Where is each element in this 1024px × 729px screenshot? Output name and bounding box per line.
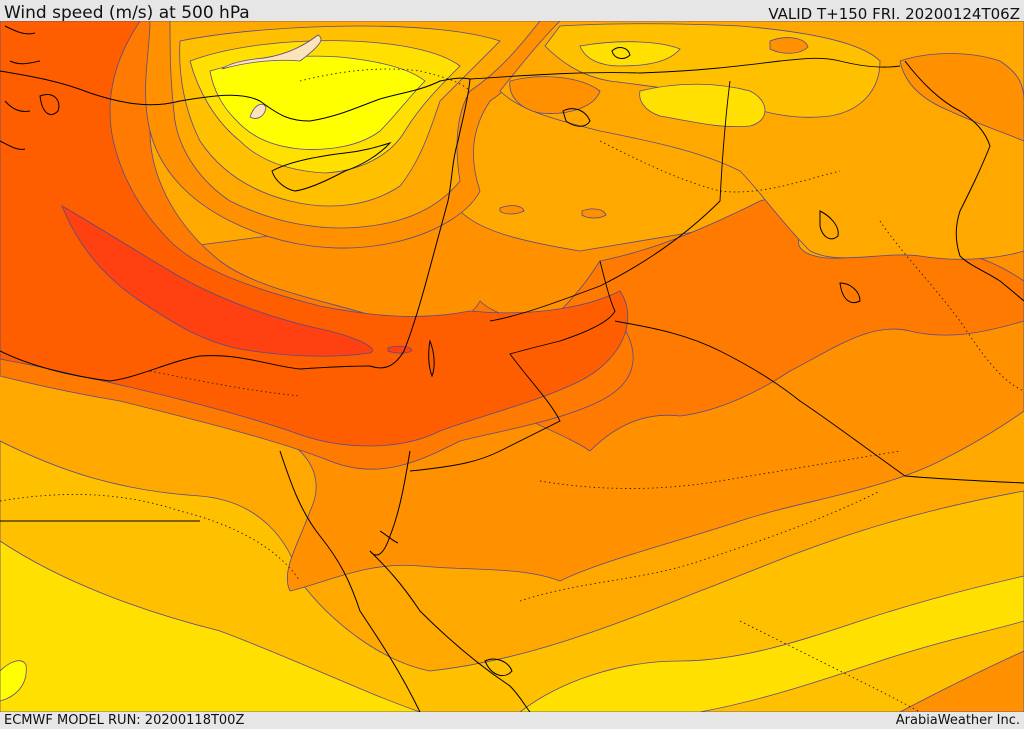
credit-label: ArabiaWeather Inc.: [895, 713, 1020, 728]
field-south-yellow: [0, 540, 421, 712]
field-ne-yellow-2: [639, 83, 766, 127]
model-run-label: ECMWF MODEL RUN: 20200118T00Z: [4, 713, 245, 728]
field-ne-blob-2: [581, 208, 607, 219]
field-west-red-orange: [0, 21, 629, 447]
field-south-gold-2: [699, 620, 1024, 712]
valid-time-label: VALID T+150 FRI. 20200124T06Z: [768, 5, 1020, 23]
field-north-light-yellow: [209, 55, 426, 150]
map-title: Wind speed (m/s) at 500 hPa: [4, 3, 250, 23]
field-red-small: [387, 345, 413, 354]
header-bar: Wind speed (m/s) at 500 hPa VALID T+150 …: [0, 0, 1024, 23]
field-north-peak: [221, 34, 322, 119]
field-ne-blob-3: [499, 205, 525, 215]
field-west-red: [61, 205, 373, 357]
coastlines: [0, 25, 1024, 712]
province-boundaries: [0, 68, 1024, 712]
field-ne-blob: [769, 37, 809, 54]
footer-bar: ECMWF MODEL RUN: 20200118T00Z ArabiaWeat…: [0, 712, 1024, 729]
field-south-gold: [0, 440, 1024, 712]
wind-speed-map-svg: [0, 21, 1024, 712]
wind-speed-map: [0, 21, 1024, 712]
field-ne-orange-2: [509, 76, 601, 114]
country-borders: [0, 57, 1024, 522]
field-ne-orange: [899, 53, 1024, 142]
field-southwest-blob: [0, 660, 27, 702]
